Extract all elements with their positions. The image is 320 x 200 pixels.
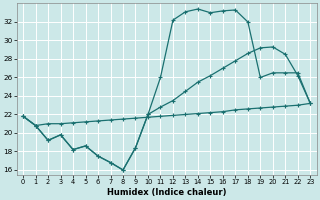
X-axis label: Humidex (Indice chaleur): Humidex (Indice chaleur): [107, 188, 227, 197]
